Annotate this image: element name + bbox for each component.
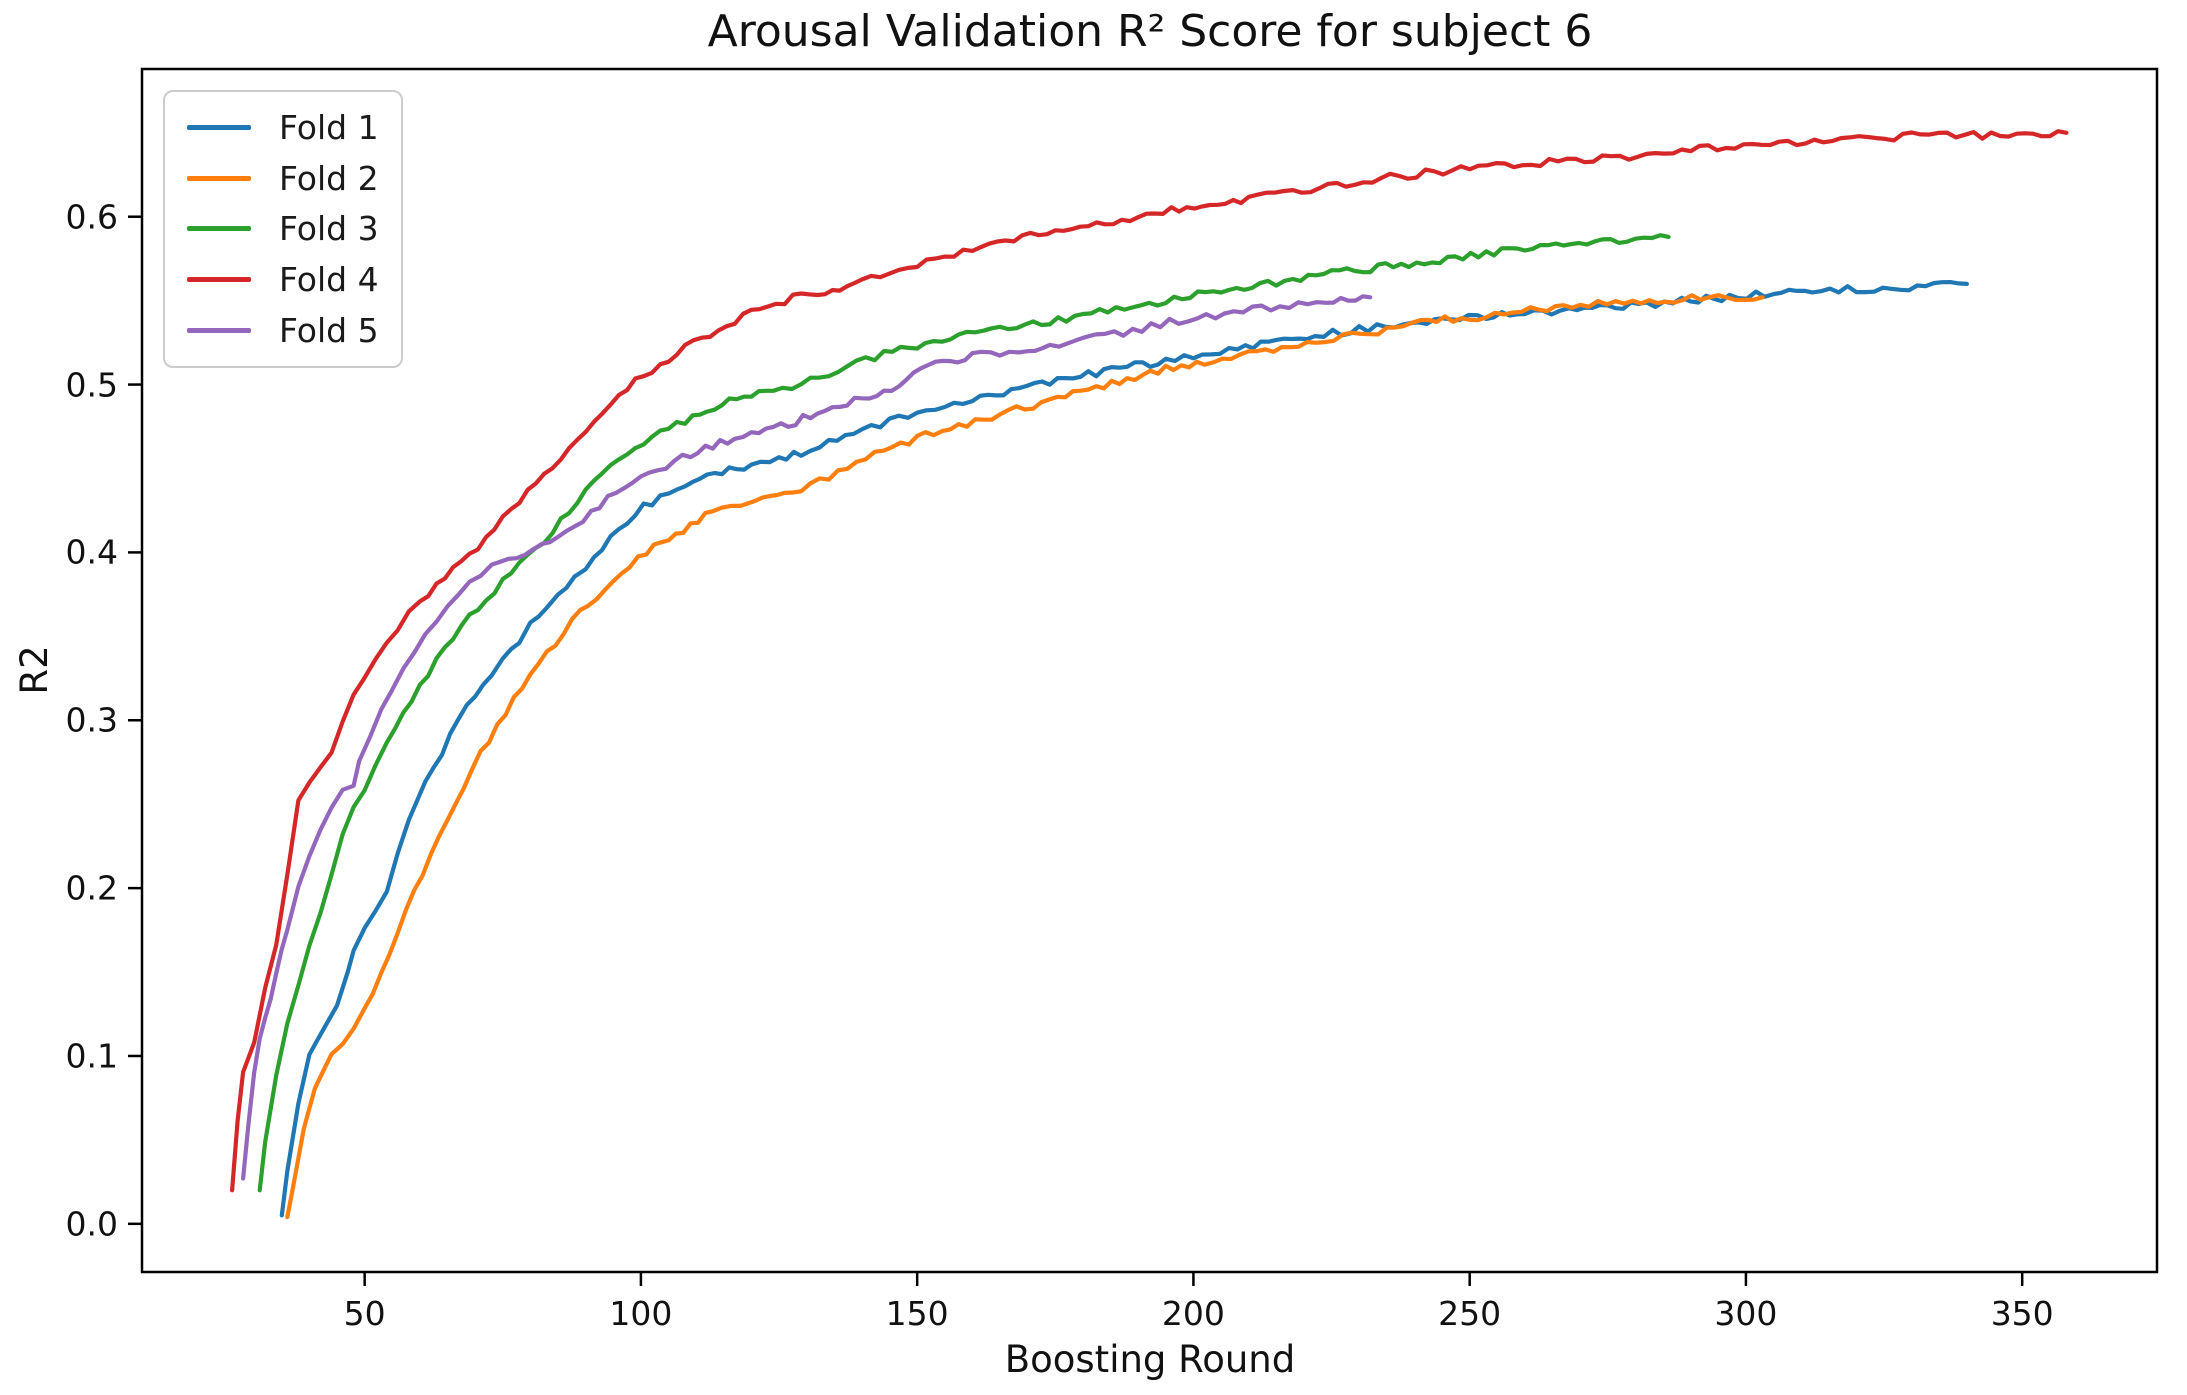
legend-item-fold-1: Fold 1 [187, 111, 401, 144]
legend-item-fold-5: Fold 5 [187, 314, 401, 347]
x-tick-label: 300 [1714, 1294, 1778, 1333]
legend-label-fold-3: Fold 3 [279, 209, 379, 249]
legend-label-fold-5: Fold 5 [279, 311, 379, 351]
legend-line-fold-5 [187, 328, 251, 334]
legend-line-fold-3 [187, 226, 251, 232]
line-fold-4 [230, 129, 2069, 1193]
x-tick-label: 100 [609, 1294, 673, 1333]
x-tick-label: 250 [1438, 1294, 1502, 1333]
line-fold-5 [241, 294, 1373, 1181]
legend: Fold 1 Fold 2 Fold 3 Fold 4 Fold 5 [163, 90, 403, 368]
axes-frame [140, 67, 2159, 1274]
x-tick-label: 150 [885, 1294, 949, 1333]
legend-line-fold-2 [187, 175, 251, 181]
legend-label-fold-2: Fold 2 [279, 158, 379, 198]
y-tick-label: 0.0 [65, 1204, 118, 1244]
x-axis-label: Boosting Round [1004, 1338, 1296, 1381]
legend-item-fold-2: Fold 2 [187, 162, 401, 195]
y-axis-label: R2 [13, 645, 57, 695]
y-tick-label: 0.2 [65, 868, 118, 908]
y-tick-label: 0.5 [65, 365, 118, 405]
legend-line-fold-1 [187, 124, 251, 130]
line-fold-3 [257, 233, 1671, 1193]
legend-item-fold-3: Fold 3 [187, 212, 401, 245]
legend-label-fold-4: Fold 4 [279, 260, 379, 300]
line-fold-1 [279, 280, 1969, 1218]
legend-label-fold-1: Fold 1 [279, 107, 379, 147]
legend-item-fold-4: Fold 4 [187, 263, 401, 296]
legend-line-fold-4 [187, 277, 251, 283]
y-tick-label: 0.6 [65, 197, 118, 237]
x-tick-label: 350 [1990, 1294, 2054, 1333]
y-tick-label: 0.1 [65, 1036, 118, 1076]
chart-title: Arousal Validation R² Score for subject … [707, 6, 1593, 57]
y-tick-label: 0.3 [65, 700, 118, 740]
y-tick-label: 0.4 [65, 532, 118, 572]
x-tick-label: 200 [1161, 1294, 1225, 1333]
x-tick-label: 50 [343, 1294, 386, 1333]
line-fold-2 [285, 293, 1765, 1220]
